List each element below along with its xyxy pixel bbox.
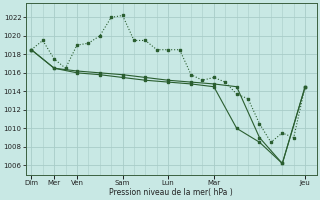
X-axis label: Pression niveau de la mer( hPa ): Pression niveau de la mer( hPa ) [109, 188, 233, 197]
